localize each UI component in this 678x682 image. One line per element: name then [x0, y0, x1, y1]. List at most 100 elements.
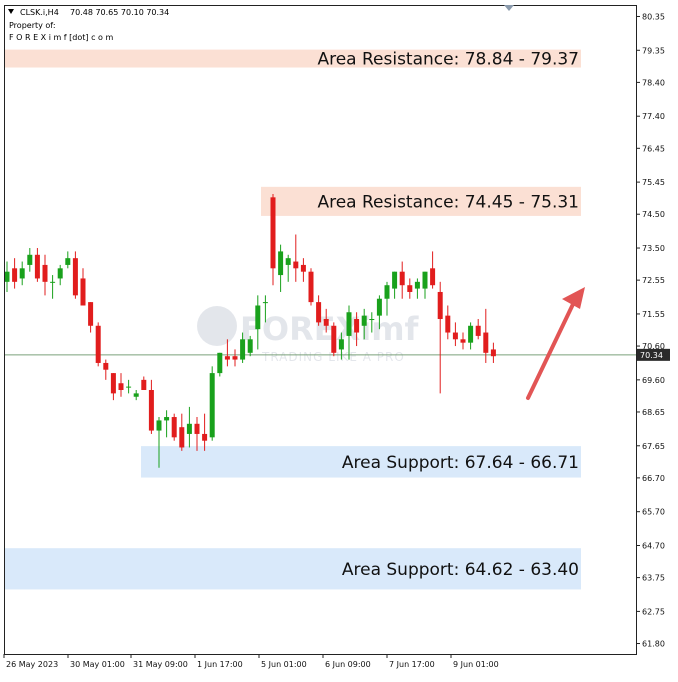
candle: [232, 349, 238, 367]
candle: [194, 417, 200, 451]
candle: [270, 193, 276, 286]
candle: [490, 342, 496, 363]
candle: [316, 295, 322, 326]
x-axis: 26 May 2023 30 May 01:00 31 May 09:00 1 Jun…: [3, 654, 499, 669]
candle: [126, 379, 132, 394]
x-tick-label: 31 May 09:00: [133, 660, 188, 669]
candle-body: [452, 332, 458, 340]
watermark-logo-icon: [197, 306, 237, 346]
candle: [422, 271, 428, 299]
candle-body: [293, 261, 299, 269]
candle-body: [437, 291, 443, 320]
x-tick-label: 6 Jun 09:00: [325, 660, 371, 669]
y-tick-label: 62.75: [642, 607, 665, 616]
candle-body: [316, 302, 322, 323]
y-tick-label: 78.40: [642, 78, 665, 87]
candle-body: [27, 254, 33, 265]
candle-body: [34, 254, 40, 279]
x-tick-label: 1 Jun 17:00: [197, 660, 243, 669]
candle-body: [224, 356, 230, 360]
scroll-marker-icon[interactable]: [504, 5, 514, 11]
candle-body: [414, 281, 420, 289]
candle: [338, 332, 344, 360]
candle-body: [376, 298, 382, 316]
candle: [376, 295, 382, 330]
candle: [240, 332, 246, 363]
candle: [110, 373, 116, 401]
candle-body: [255, 305, 261, 330]
candle-body: [95, 325, 101, 363]
candle: [430, 251, 436, 289]
candle: [72, 251, 78, 299]
current-price-tag-text: 70.34: [640, 351, 663, 360]
trend-arrow: [526, 287, 585, 400]
candle: [437, 281, 443, 394]
candle-body: [42, 264, 48, 282]
candle: [293, 234, 299, 282]
candle-body: [240, 339, 246, 360]
candle: [384, 281, 390, 316]
candle-body: [323, 319, 329, 326]
candle: [278, 244, 284, 292]
candle: [103, 359, 109, 380]
dropdown-icon[interactable]: [8, 9, 14, 14]
candle-body: [141, 379, 147, 390]
candle: [361, 308, 367, 340]
candle-body: [217, 352, 223, 374]
candle-body: [19, 268, 25, 279]
candle-body: [270, 197, 276, 269]
candle: [4, 261, 10, 292]
y-tick-label: 79.35: [642, 46, 665, 55]
current-price-tag-bg: [637, 348, 670, 361]
y-tick-label: 64.70: [642, 541, 665, 550]
candle: [179, 413, 185, 451]
y-tick-label: 80.35: [642, 12, 665, 21]
candle-body: [118, 383, 124, 390]
candle-body: [186, 423, 192, 434]
candle: [148, 379, 154, 434]
candle-body: [384, 285, 390, 299]
candle-body: [103, 362, 109, 370]
candle: [255, 295, 261, 350]
candle: [88, 302, 94, 333]
candle-body: [460, 339, 466, 343]
candle-body: [399, 271, 405, 286]
candle: [407, 278, 413, 299]
candle: [164, 410, 170, 438]
candle: [399, 261, 405, 299]
watermark-brand-suffix: imf: [360, 310, 419, 348]
candle: [186, 406, 192, 448]
candle: [460, 332, 466, 350]
y-tick-label: 72.55: [642, 276, 665, 285]
candle: [141, 376, 147, 390]
candle-body: [262, 302, 268, 304]
candle: [217, 352, 223, 377]
candle-body: [50, 281, 56, 283]
candle-body: [156, 420, 162, 431]
candle: [300, 258, 306, 282]
y-tick-label: 67.65: [642, 442, 665, 451]
candle: [483, 308, 489, 363]
candle: [209, 366, 215, 441]
y-tick-label: 68.65: [642, 408, 665, 417]
candle-body: [133, 393, 139, 397]
resistance-zone: [261, 186, 581, 216]
y-tick-label: 61.80: [642, 640, 665, 649]
candle: [34, 248, 40, 282]
owner-label: F O R E X i m f [dot] c o m: [9, 33, 113, 42]
resistance-zone-label: Area Resistance: 78.84 - 79.37: [317, 50, 579, 70]
support-zone-label: Area Support: 64.62 - 63.40: [342, 560, 579, 580]
candle: [308, 268, 314, 306]
candle-body: [338, 339, 344, 350]
y-tick-label: 75.45: [642, 178, 665, 187]
candle: [346, 305, 352, 360]
candle-body: [72, 258, 78, 296]
header: CLSK.i,H4 70.48 70.65 70.10 70.34 Proper…: [8, 8, 169, 42]
candle-body: [285, 258, 291, 265]
y-tick-label: 74.50: [642, 210, 665, 219]
candle: [224, 339, 230, 367]
y-tick-label: 76.45: [642, 144, 665, 153]
candle-body: [354, 319, 360, 333]
